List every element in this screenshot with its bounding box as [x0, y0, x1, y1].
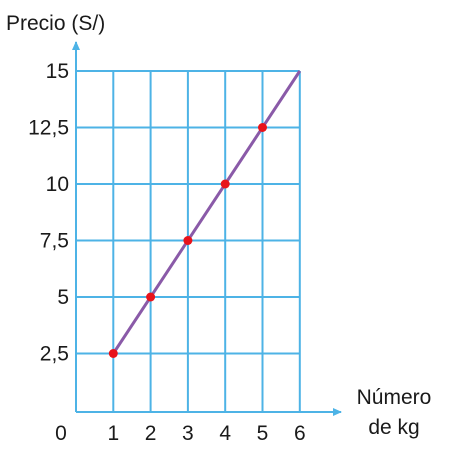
x-tick-label: 2: [145, 422, 157, 445]
y-tick-label: 7,5: [40, 230, 69, 253]
y-tick-label: 5: [57, 286, 69, 309]
data-point: [109, 349, 118, 358]
x-axis-title-line-1: Número: [357, 386, 432, 409]
x-tick-label: 1: [107, 422, 119, 445]
y-tick-label: 2,5: [40, 343, 69, 366]
y-axis-title: Precio (S/): [6, 12, 105, 35]
data-point: [146, 293, 155, 302]
x-tick-label: 5: [257, 422, 269, 445]
x-tick-label: 3: [182, 422, 194, 445]
data-series: [109, 71, 300, 358]
series-line: [113, 71, 299, 354]
y-tick-label: 12,5: [28, 117, 69, 140]
data-point: [258, 123, 267, 132]
x-axis-title-line-2: de kg: [368, 416, 419, 439]
origin-label: 0: [55, 422, 67, 445]
tick-labels: 1 2 3 4 5 6 2,5 5 7,5 10 12,5 15: [28, 60, 306, 445]
data-point: [221, 180, 230, 189]
x-tick-label: 4: [219, 422, 231, 445]
data-point: [183, 236, 192, 245]
y-tick-label: 10: [46, 173, 69, 196]
y-tick-label: 15: [46, 60, 69, 83]
x-tick-label: 6: [294, 422, 306, 445]
